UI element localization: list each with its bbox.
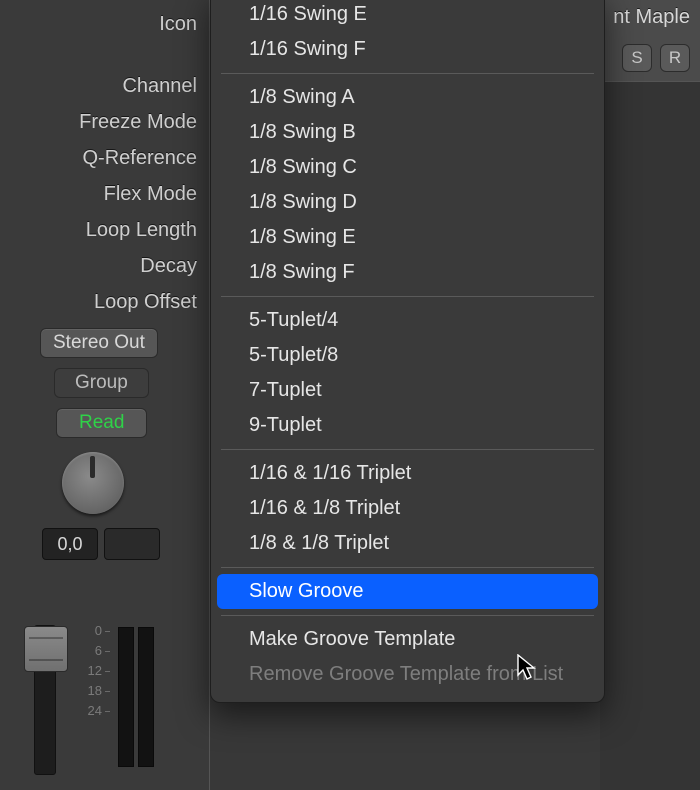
inspector-panel: Icon Channel Freeze Mode Q-Reference Fle… bbox=[0, 0, 210, 790]
menu-item[interactable]: 5-Tuplet/4 bbox=[217, 303, 598, 338]
track-header: nt Maple S R bbox=[600, 0, 700, 82]
menu-separator bbox=[221, 73, 594, 74]
group-button[interactable]: Group bbox=[54, 368, 149, 398]
menu-separator bbox=[221, 615, 594, 616]
param-label: Decay bbox=[0, 248, 209, 284]
menu-item[interactable]: 1/8 Swing D bbox=[217, 185, 598, 220]
solo-button[interactable]: S bbox=[622, 44, 652, 72]
track-name-fragment: nt Maple bbox=[600, 0, 700, 29]
menu-item[interactable]: 1/16 Swing F bbox=[217, 32, 598, 67]
output-button[interactable]: Stereo Out bbox=[40, 328, 158, 358]
level-meter bbox=[118, 627, 134, 767]
menu-separator bbox=[221, 449, 594, 450]
arrange-area bbox=[600, 82, 700, 790]
menu-item[interactable]: Slow Groove bbox=[217, 574, 598, 609]
menu-separator bbox=[221, 567, 594, 568]
menu-separator bbox=[221, 296, 594, 297]
param-label: Flex Mode bbox=[0, 176, 209, 212]
fader-cap[interactable] bbox=[24, 626, 68, 672]
param-label: Freeze Mode bbox=[0, 104, 209, 140]
menu-item[interactable]: 5-Tuplet/8 bbox=[217, 338, 598, 373]
menu-item[interactable]: 1/8 & 1/8 Triplet bbox=[217, 526, 598, 561]
menu-item[interactable]: 1/16 & 1/16 Triplet bbox=[217, 456, 598, 491]
level-readout: 0,0 bbox=[42, 528, 98, 560]
menu-item[interactable]: 1/8 Swing C bbox=[217, 150, 598, 185]
menu-item[interactable]: 1/16 Swing E bbox=[217, 0, 598, 32]
menu-item[interactable]: 1/16 & 1/8 Triplet bbox=[217, 491, 598, 526]
param-label: Q-Reference bbox=[0, 140, 209, 176]
menu-item[interactable]: Make Groove Template bbox=[217, 622, 598, 657]
param-label: Loop Offset bbox=[0, 284, 209, 320]
menu-item[interactable]: 1/8 Swing F bbox=[217, 255, 598, 290]
menu-item[interactable]: 1/8 Swing A bbox=[217, 80, 598, 115]
param-label: Loop Length bbox=[0, 212, 209, 248]
pan-knob[interactable] bbox=[62, 452, 124, 514]
fader-meter-area: 0 6 12 18 24 bbox=[34, 625, 154, 775]
menu-item[interactable]: 7-Tuplet bbox=[217, 373, 598, 408]
menu-item[interactable]: 1/8 Swing B bbox=[217, 115, 598, 150]
menu-item[interactable]: 9-Tuplet bbox=[217, 408, 598, 443]
menu-item: Remove Groove Template from List bbox=[217, 657, 598, 692]
param-label: Icon bbox=[0, 6, 209, 42]
level-meter bbox=[138, 627, 154, 767]
automation-mode-button[interactable]: Read bbox=[56, 408, 147, 438]
menu-item[interactable]: 1/8 Swing E bbox=[217, 220, 598, 255]
peak-readout bbox=[104, 528, 160, 560]
volume-fader[interactable] bbox=[34, 625, 56, 775]
meter-scale: 0 6 12 18 24 bbox=[82, 621, 102, 775]
record-enable-button[interactable]: R bbox=[660, 44, 690, 72]
quantize-menu[interactable]: 1/16 Swing E1/16 Swing F1/8 Swing A1/8 S… bbox=[210, 0, 605, 703]
param-label: Channel bbox=[0, 68, 209, 104]
